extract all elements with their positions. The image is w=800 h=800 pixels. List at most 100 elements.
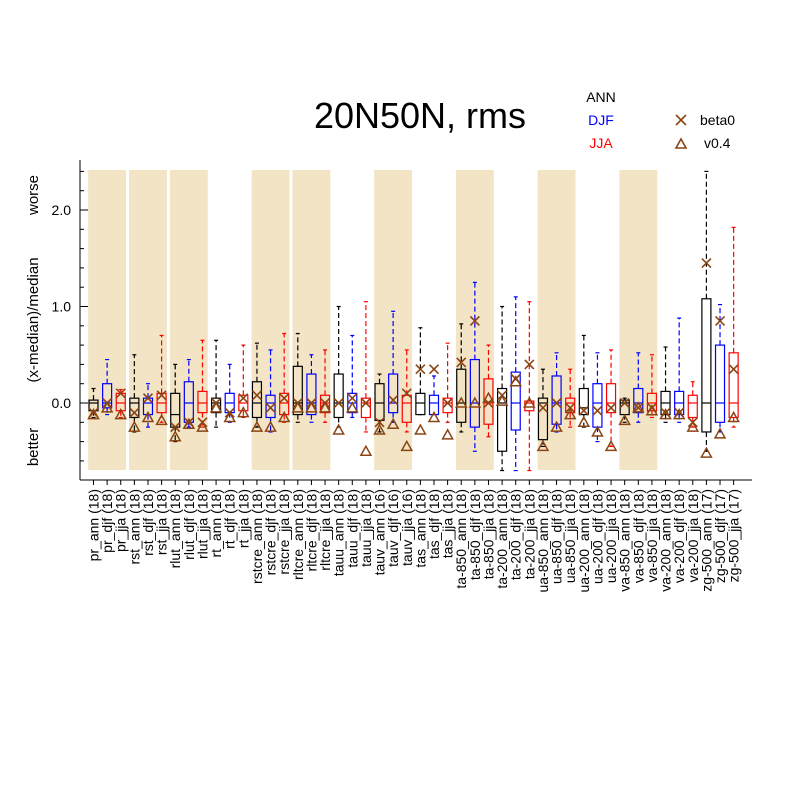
y-ticks: 0.0 1.0 2.0 [52,170,88,462]
x-tick-label: va-200_djf (18) [671,489,687,583]
v04-marker [141,410,155,423]
x-tick-label: tauv_jja (16) [399,489,415,566]
beta0-marker [156,390,167,401]
marker-series [87,258,740,458]
y-tick-label: 0.0 [52,395,72,411]
x-tick-label: rstcre_ann (18) [249,489,265,584]
box-body [401,394,412,423]
v04-marker [400,439,414,452]
y-tick-label: 1.0 [52,299,72,315]
box-body [210,397,222,414]
box-tas_ann [415,327,426,416]
beta0-marker [265,402,276,413]
v04-marker [468,396,482,408]
box-body [306,373,317,416]
beta0-marker [374,417,385,428]
v04-marker [645,404,659,416]
legend-v04-icon [674,137,688,149]
box-body [646,392,658,412]
v04-marker [672,408,686,420]
beta0-marker [415,364,426,375]
x-tick-label: rltcre_ann (18) [290,489,306,580]
box-body [442,397,453,414]
box-body [578,387,589,416]
box-rstcre_djf [265,349,276,433]
x-tick-label: pr_djf (18) [99,489,115,553]
box-body [469,358,480,428]
x-tick-label: rlut_ann (18) [167,489,183,568]
x-tick-label: va-850_djf (18) [630,489,646,583]
v04-marker [577,415,591,428]
x-tick-label: ta-850_jja (18) [480,489,496,579]
beta0-marker [142,393,154,404]
box-body [565,397,576,414]
box-rt_ann [210,339,222,428]
x-tick-label: ta-200_ann (18) [494,489,510,589]
box-rt_jja [238,344,249,419]
v04-marker [182,417,196,429]
box-body [388,373,399,414]
y-axis-label: (x-median)/median [25,257,42,382]
box-body [687,394,698,419]
v04-marker [291,401,305,413]
box-body [197,390,208,414]
beta0-marker [347,393,358,404]
v04-marker [128,420,141,432]
x-tick-label: va-200_jja (18) [685,489,701,582]
beta0-marker [578,405,589,416]
v04-marker [618,413,631,426]
box-ua-850_jja [565,368,576,428]
beta0-marker [524,359,535,370]
beta0-marker [551,397,562,409]
x-tick-label: va-200_ann (18) [658,489,674,592]
box-body [714,344,726,423]
x-tick-label: rlut_djf (18) [181,489,197,560]
beta0-marker [537,402,549,413]
v04-marker [591,425,604,437]
legend-season-jja: JJA [589,135,613,151]
box-rstcre_jja [279,332,290,423]
beta0-marker [129,407,140,418]
legend-beta0-label: beta0 [700,112,735,128]
x-tick-label: rst_djf (18) [140,489,156,556]
box-rst_jja [156,334,167,423]
box-zg-500_djf [714,303,726,433]
x-tick-label: ta-850_djf (18) [467,489,483,580]
x-tick-label: tas_jja (18) [440,489,456,558]
v04-marker [509,375,522,387]
beta0-marker [428,364,440,375]
v04-marker [100,401,114,413]
axes: 0.0 1.0 2.0 pr_ann (18)pr_djf (18)pr_jja (… [52,160,752,593]
x-tick-label: ua-200_jja (18) [603,489,619,583]
x-tick-label: zg-500_jja (17) [726,489,742,582]
v04-marker [427,410,441,423]
v04-marker [536,439,550,452]
x-tick-label: zg-500_ann (17) [698,489,714,592]
box-body [292,365,303,416]
box-tauu_djf [347,334,358,419]
x-tick-label: ta-850_ann (18) [453,489,469,589]
v04-marker [727,410,740,423]
y-axis-worse-label: worse [25,175,42,216]
beta0-marker [633,402,644,413]
v04-marker [523,396,536,408]
box-body [279,392,290,416]
box-rlut_djf [183,358,194,428]
x-tick-label: tas_ann (18) [412,489,428,568]
x-tick-label: tauv_ann (16) [372,489,388,575]
x-tick-label: ua-850_ann (18) [535,489,551,593]
beta0-marker [333,397,344,409]
box-body [510,371,521,431]
box-body [497,387,508,452]
box-va-200_ann [660,346,671,423]
legend: ANN DJF JJA beta0 v0.4 [586,89,735,151]
x-tick-label: tauu_djf (18) [344,489,360,568]
box-body [428,394,440,416]
x-tick-label: ta-200_djf (18) [508,489,524,580]
beta0-marker [605,402,617,413]
x-tick-label: ua-850_jja (18) [562,489,578,583]
x-tick-label: ua-200_djf (18) [589,489,605,584]
v04-marker [414,423,427,435]
x-tick-label: rt_jja (18) [235,489,251,548]
